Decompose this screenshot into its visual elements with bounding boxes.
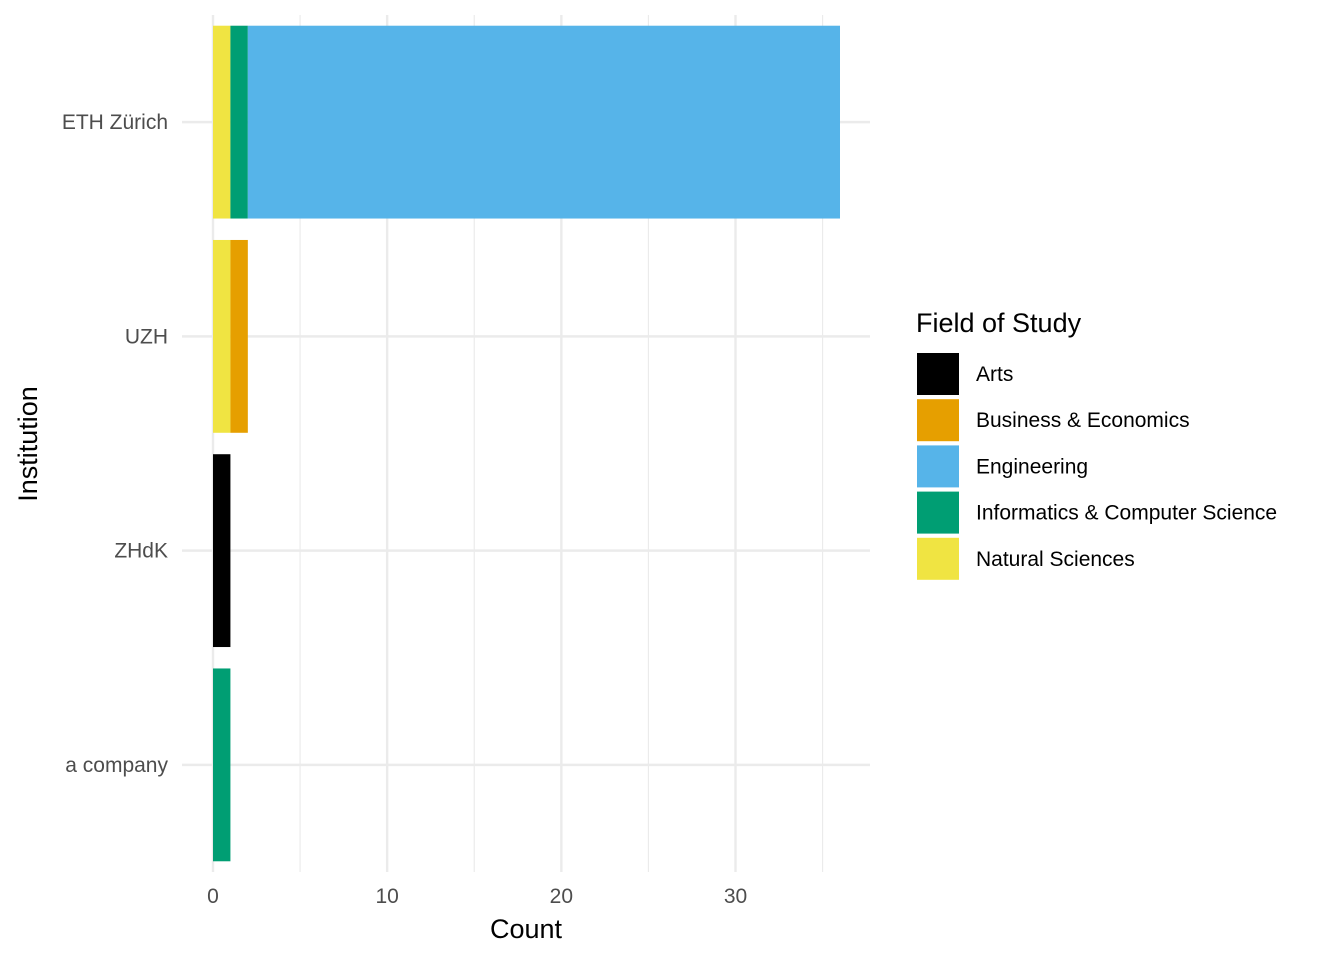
axis-layer: 0 10 20 30 ETH Zürich UZH ZHdK a company xyxy=(62,111,747,908)
legend-label: Informatics & Computer Science xyxy=(976,502,1277,525)
legend-label: Arts xyxy=(976,363,1013,386)
legend-title: Field of Study xyxy=(916,308,1082,338)
bar-segment xyxy=(213,25,231,219)
legend-swatch xyxy=(917,445,959,488)
x-tick-label: 0 xyxy=(207,885,219,908)
legend-swatch xyxy=(917,399,959,442)
legend-swatch xyxy=(917,491,959,534)
x-tick-label: 30 xyxy=(724,885,747,908)
legend-label: Business & Economics xyxy=(976,409,1190,432)
y-tick-label: ZHdK xyxy=(114,540,168,563)
bar-segment xyxy=(247,25,841,219)
legend-label: Engineering xyxy=(976,455,1088,478)
y-tick-label: ETH Zürich xyxy=(62,111,168,134)
bar-segment xyxy=(213,668,231,862)
bar-segment xyxy=(230,239,248,433)
y-axis-title: Institution xyxy=(13,386,43,502)
legend-swatch xyxy=(917,537,959,580)
legend: Field of Study Arts Business & Economics E… xyxy=(916,308,1277,580)
bar-segment xyxy=(213,239,231,433)
bar-segment xyxy=(213,454,231,648)
x-axis-title: Count xyxy=(490,914,563,944)
y-tick-label: UZH xyxy=(125,325,168,348)
y-tick-label: a company xyxy=(65,754,168,777)
x-tick-label: 10 xyxy=(375,885,398,908)
bar-layer xyxy=(213,25,841,862)
x-tick-label: 20 xyxy=(550,885,573,908)
legend-swatch xyxy=(917,353,959,395)
legend-label: Natural Sciences xyxy=(976,548,1135,571)
bar-segment xyxy=(230,25,248,219)
